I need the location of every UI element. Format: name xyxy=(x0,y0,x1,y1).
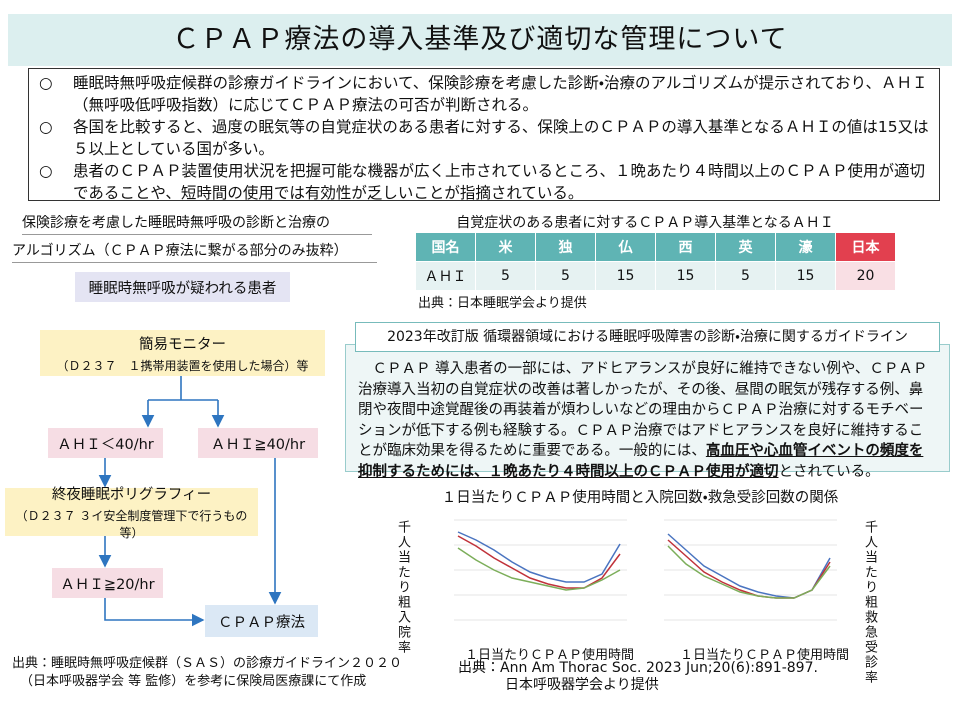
figures-title: １日当たりＣＰＡＰ使用時間と入院回数・救急受診回数の関係 xyxy=(441,490,839,506)
axis-label: 千人当たり粗入院率 xyxy=(395,520,410,655)
figures-source: 出典：Ann Am Thorac Soc. 2023 Jun;20(6):891… xyxy=(458,660,818,676)
table-row: ＡＨＩ 5 5 15 15 5 15 20 xyxy=(415,261,896,291)
flow-node: 終夜睡眠ポリグラフィー （Ｄ２３７ ３イ安全制度管理下で行うもの 等） xyxy=(5,487,259,540)
intro-text: 各国を比較すると、過度の眠気等の自覚症状のある患者に対する、保険上のＣＰＡＰの導… xyxy=(73,118,929,158)
header-cell: 英 xyxy=(715,232,776,262)
value-cell: 20 xyxy=(835,261,896,291)
intro-item: ○ 各国を比較すると、過度の眠気等の自覚症状のある患者に対する、保険上のＣＰＡＰの… xyxy=(39,116,929,160)
row-label: ＡＨＩ xyxy=(415,261,476,291)
node-sub: （Ｄ２３７ １携帯用装置を使用した場合）等 xyxy=(56,358,309,373)
value-cell: 15 xyxy=(655,261,716,291)
table-header-row: 国名米独仏西英濠日本 xyxy=(415,232,896,262)
aasm-table: 国名米独仏西英濠日本 ＡＨＩ 5 5 15 15 5 15 20 xyxy=(415,232,896,291)
intro-text: 睡眠時無呼吸症候群の診療ガイドラインにおいて、保険診療を考慮した診断・治療のアル… xyxy=(73,74,928,114)
header-cell: 西 xyxy=(655,232,716,262)
flow-node: ＡＨＩ≧20/hr xyxy=(52,568,163,598)
node-label: ＡＨＩ＜40/hr xyxy=(57,436,154,453)
node-label: ＡＨＩ≧40/hr xyxy=(210,436,306,453)
flow-header: アルゴリズム（ＣＰＡＰ療法に繋がる部分のみ抜粋） xyxy=(12,240,377,263)
flow-node: 睡眠時無呼吸が疑われる患者 xyxy=(75,272,290,302)
slide-title: ＣＰＡＰ療法の導入基準及び適切な管理について xyxy=(8,14,952,66)
node-label: 睡眠時無呼吸が疑われる患者 xyxy=(88,280,277,297)
node-label: ＣＰＡＰ療法 xyxy=(218,614,305,631)
value-cell: 15 xyxy=(595,261,656,291)
guideline-body: ＣＰＡＰ 導入患者の一部には、アドヒアランスが良好に維持できない例や、ＣＰＡＰ治… xyxy=(345,344,950,480)
value-cell: 5 xyxy=(535,261,596,291)
flow-node: ＣＰＡＰ療法 xyxy=(205,605,318,637)
flow-node: 簡易モニター （Ｄ２３７ １携帯用装置を使用した場合）等 xyxy=(40,330,325,376)
bullet: ○ xyxy=(39,118,53,136)
intro-box: ○ 睡眠時無呼吸症候群の診療ガイドラインにおいて、保険診療を考慮した診断・治療のア… xyxy=(28,68,940,204)
node-label: 簡易モニター xyxy=(139,336,226,353)
header-cell: 国名 xyxy=(415,232,476,262)
intro-item: ○ 患者のＣＰＡＰ装置使用状況を把握可能な機器が広く上市されているところ、１晩あた… xyxy=(39,160,929,204)
guideline-emphasis: 高血圧や心血管イベントの頻度を抑制するためには、１晩あたり４時間以上のＣＰＡＰ使… xyxy=(358,443,924,480)
chart-image xyxy=(432,510,632,644)
table-title: 自覚症状のある患者に対するＣＰＡＰ導入基準となるＡＨＩ xyxy=(456,215,834,231)
flow-node: ＡＨＩ≧40/hr xyxy=(198,428,318,458)
flow-source: （日本呼吸器学会 等 監修）を参考に保険局医療課にて作成 xyxy=(20,674,367,689)
figure-caption: １日当たりＣＰＡＰ使用時間 xyxy=(465,648,635,663)
node-label: ＡＨＩ≧20/hr xyxy=(60,576,155,593)
table-source: 出典：日本睡眠学会より提供 xyxy=(418,296,587,311)
header-cell: 独 xyxy=(535,232,596,262)
value-cell: 15 xyxy=(775,261,836,291)
intro-text: 患者のＣＰＡＰ装置使用状況を把握可能な機器が広く上市されているところ、１晩あたり… xyxy=(73,162,926,202)
guideline-text: ＣＰＡＰ 導入患者の一部には、アドヒアランスが良好に維持できない例や、ＣＰＡＰ治… xyxy=(358,361,928,459)
header-cell: 濠 xyxy=(775,232,836,262)
bullet: ○ xyxy=(39,162,53,180)
node-label: 終夜睡眠ポリグラフィー xyxy=(51,487,212,503)
header-cell: 仏 xyxy=(595,232,656,262)
figure-caption: １日当たりＣＰＡＰ使用時間 xyxy=(680,648,850,663)
figures-source: 日本呼吸器学会より提供 xyxy=(505,677,659,693)
guideline-title: 2023年改訂版 循環器領域における睡眠呼吸障害の診断・治療に関するガイドライン xyxy=(355,322,940,352)
intro-item: ○ 睡眠時無呼吸症候群の診療ガイドラインにおいて、保険診療を考慮した診断・治療のア… xyxy=(39,72,929,116)
value-cell: 5 xyxy=(715,261,776,291)
bullet: ○ xyxy=(39,74,53,92)
axis-label: 千人当たり粗救急受診率 xyxy=(862,520,877,685)
flow-source: 出典：睡眠時無呼吸症候群（ＳＡＳ）の診療ガイドライン２０２０ xyxy=(12,656,403,671)
flow-node: ＡＨＩ＜40/hr xyxy=(48,428,163,458)
node-sub: （Ｄ２３７ ３イ安全制度管理下で行うもの 等） xyxy=(15,509,260,540)
header-cell: 米 xyxy=(475,232,536,262)
header-cell: 日本 xyxy=(835,232,896,262)
guideline-text: とされている。 xyxy=(778,463,880,480)
flow-header: 保険診療を考慮した睡眠時無呼吸の診断と治療の xyxy=(22,212,372,235)
value-cell: 5 xyxy=(475,261,536,291)
chart-image xyxy=(642,510,842,644)
